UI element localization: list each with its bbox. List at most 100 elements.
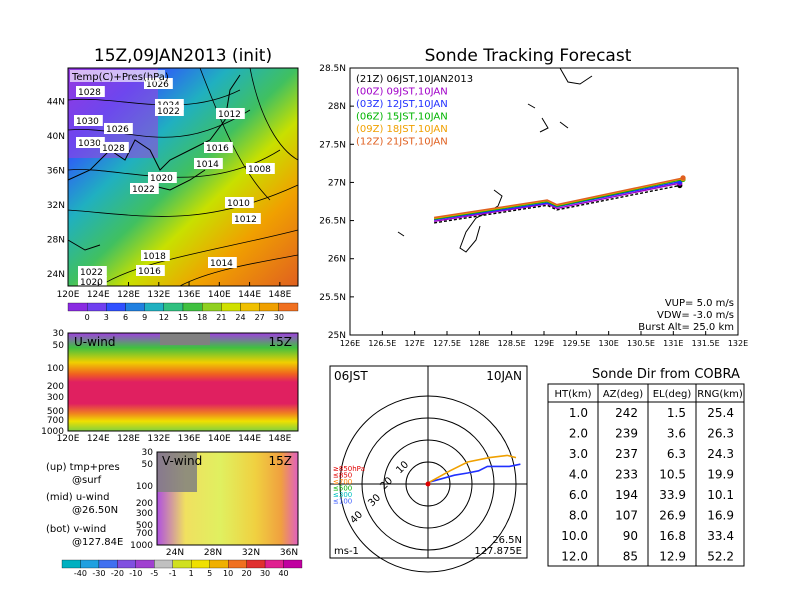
track-legend-entry: (09Z) 18JST,10JAN bbox=[356, 124, 448, 135]
table-cell: 26.9 bbox=[659, 509, 686, 523]
u-lon-tick: 120E bbox=[57, 434, 80, 444]
track-series-line bbox=[433, 181, 680, 221]
map-lat-tick: 28N bbox=[47, 236, 65, 246]
isobar-label-bg bbox=[104, 123, 133, 134]
polar-time-left: 06JST bbox=[334, 369, 368, 383]
track-series-line bbox=[433, 178, 684, 220]
u-lon-tick: 128E bbox=[117, 434, 140, 444]
track-legend-entry: (03Z) 12JST,10JAN bbox=[356, 99, 448, 110]
table-cell: 8.0 bbox=[569, 509, 588, 523]
map-lon-tick: 136E bbox=[178, 290, 201, 300]
track-lon-tick: 126.5E bbox=[368, 339, 396, 348]
track-lon-tick: 127E bbox=[405, 339, 425, 348]
isobar-label-bg bbox=[144, 78, 173, 89]
legend-bot-line1: (bot) v-wind bbox=[46, 524, 106, 535]
u-lon-tick: 140E bbox=[208, 434, 231, 444]
hodograph bbox=[425, 454, 521, 487]
wind-colorbar-label: 40 bbox=[278, 569, 288, 578]
temp-colorbar-label: 18 bbox=[197, 313, 207, 322]
wind-colorbar-cell bbox=[80, 559, 100, 569]
map-lat-tick: 40N bbox=[47, 132, 65, 142]
temp-colorbar-label: 15 bbox=[178, 313, 188, 322]
table-cell: 19.9 bbox=[707, 468, 734, 482]
table-cell: 12.0 bbox=[561, 550, 588, 564]
v-pressure-tick: 200 bbox=[136, 499, 153, 509]
polar-legend-entry: ≤500 bbox=[333, 485, 352, 493]
track-lat-tick: 28.5N bbox=[319, 64, 346, 74]
polar-unit: ms-1 bbox=[334, 546, 359, 557]
table-cell: 1.5 bbox=[667, 406, 686, 420]
isobar-label: 1020 bbox=[150, 174, 173, 184]
table-cell: 16.8 bbox=[659, 529, 686, 543]
table-cell: 33.4 bbox=[707, 529, 734, 543]
polar-time-right: 10JAN bbox=[486, 369, 522, 383]
isobar-label: 1012 bbox=[218, 110, 241, 120]
temp-colorbar-cell bbox=[240, 302, 260, 312]
temp-colorbar-cell bbox=[278, 302, 299, 312]
temp-colorbar-cell bbox=[87, 302, 107, 312]
temp-colorbar-label: 9 bbox=[142, 313, 147, 322]
u-pressure-tick: 1000 bbox=[41, 427, 64, 437]
table-header-cell: HT(km) bbox=[555, 389, 592, 400]
isobar-label-bg bbox=[246, 163, 275, 174]
legend-up-line2: @surf bbox=[72, 475, 102, 486]
track-lat-tick: 25.5N bbox=[319, 293, 346, 303]
u-lon-tick: 124E bbox=[87, 434, 110, 444]
v-wind-frame bbox=[156, 451, 299, 546]
track-lon-tick: 129.5E bbox=[562, 339, 590, 348]
u-pressure-tick: 50 bbox=[53, 341, 65, 351]
isobar-label-bg bbox=[130, 183, 159, 194]
track-lat-tick: 26N bbox=[328, 255, 346, 265]
isobar-label: 1022 bbox=[80, 268, 103, 278]
v-lat-tick: 28N bbox=[204, 548, 222, 558]
panel-legend-text: (up) tmp+pres @surf (mid) u-wind @26.50N… bbox=[46, 462, 123, 548]
param-burst-alt: Burst Alt= 25.0 km bbox=[638, 322, 734, 333]
table-cell: 33.9 bbox=[659, 488, 686, 502]
track-lon-tick: 127.5E bbox=[433, 339, 461, 348]
track-chart-title: Sonde Tracking Forecast bbox=[425, 46, 632, 66]
temp-colorbar-label: 0 bbox=[85, 313, 90, 322]
v-lat-tick: 24N bbox=[166, 548, 184, 558]
u-pressure-tick: 500 bbox=[47, 407, 64, 417]
map-lon-tick: 132E bbox=[147, 290, 170, 300]
u-pressure-tick: 300 bbox=[47, 393, 64, 403]
isobar-label: 1010 bbox=[227, 199, 250, 209]
track-lon-tick: 131E bbox=[663, 339, 683, 348]
map-lon-tick: 124E bbox=[87, 290, 110, 300]
japan-coastline bbox=[397, 67, 593, 253]
v-wind-title: V-wind bbox=[162, 454, 202, 468]
isobar-label: 1030 bbox=[78, 139, 101, 149]
isobar-label: 1028 bbox=[102, 144, 125, 154]
table-cell: 1.0 bbox=[569, 406, 588, 420]
track-lat-tick: 25N bbox=[328, 331, 346, 341]
polar-location-lon: 127.875E bbox=[474, 546, 522, 557]
isobar-label-bg bbox=[148, 172, 177, 183]
isobar-label: 1028 bbox=[78, 88, 101, 98]
track-legend-entry: (00Z) 09JST,10JAN bbox=[356, 87, 448, 98]
isobar-label-bg bbox=[225, 197, 254, 208]
polar-legend-entry: ≤100 bbox=[333, 498, 352, 506]
table-cell: 3.0 bbox=[569, 447, 588, 461]
table-cell: 4.0 bbox=[569, 468, 588, 482]
map-lon-tick: 140E bbox=[208, 290, 231, 300]
track-lat-tick: 28N bbox=[328, 102, 346, 112]
u-lon-tick: 136E bbox=[178, 434, 201, 444]
table-header-cell: AZ(deg) bbox=[603, 389, 643, 400]
isobar-label-bg bbox=[141, 250, 170, 261]
track-lon-ticks: 126E 126.5E 127E 127.5E 128E 128.5E 129E 129.5E… bbox=[340, 331, 748, 348]
table-cell: 52.2 bbox=[707, 550, 734, 564]
map-lat-ticks: 24N 28N 32N 36N 40N 44N bbox=[47, 98, 65, 281]
u-pressure-tick: 700 bbox=[47, 416, 64, 426]
v-pressure-tick: 30 bbox=[142, 448, 154, 458]
track-lon-tick: 130E bbox=[599, 339, 619, 348]
table-cell: 10.5 bbox=[659, 468, 686, 482]
wind-colorbar-label: -10 bbox=[129, 569, 142, 578]
table-cell: 85 bbox=[623, 550, 638, 564]
isobar-label-bg bbox=[216, 108, 245, 119]
temp-colorbar-cell bbox=[106, 302, 126, 312]
map-lon-tick: 148E bbox=[268, 290, 291, 300]
wind-colorbar-label: -20 bbox=[111, 569, 124, 578]
